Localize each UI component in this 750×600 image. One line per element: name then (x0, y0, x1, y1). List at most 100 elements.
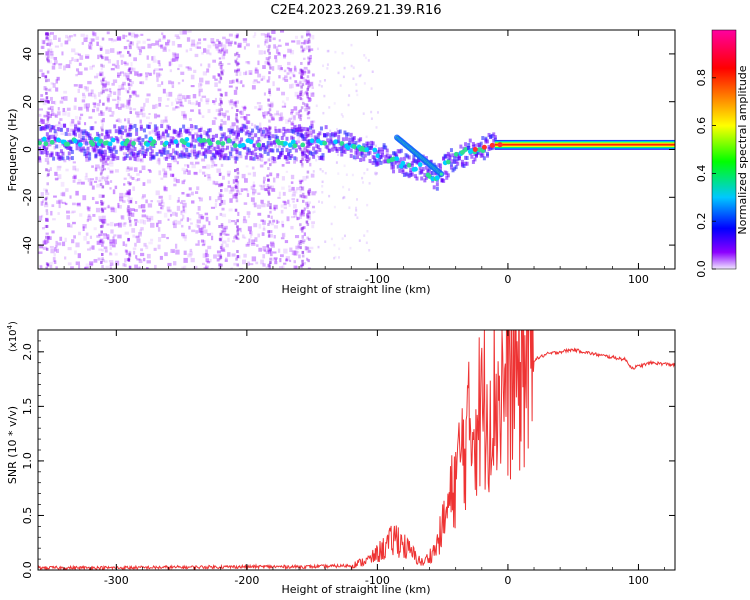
noise-speck (289, 259, 292, 263)
noise-speck (294, 91, 299, 97)
noise-speck (136, 43, 139, 49)
noise-speck (260, 136, 264, 141)
noise-speck (85, 172, 88, 177)
noise-speck (145, 98, 149, 103)
noise-speck (257, 73, 262, 78)
noise-speck (265, 57, 270, 61)
noise-streak (100, 155, 104, 159)
noise-speck (199, 77, 204, 83)
noise-speck (212, 100, 215, 104)
noise-speck (157, 227, 161, 232)
signal-band-cell (193, 152, 197, 157)
noise-speck (113, 157, 117, 161)
noise-speck (203, 229, 208, 234)
noise-speck (103, 168, 107, 171)
noise-speck (196, 41, 202, 45)
signal-band-cell (196, 151, 200, 156)
noise-speck (88, 41, 93, 45)
noise-speck (139, 73, 143, 76)
signal-band-cell (166, 133, 170, 138)
noise-speck (309, 82, 313, 86)
noise-streak (306, 80, 309, 84)
noise-streak (306, 205, 309, 209)
noise-speck (163, 46, 167, 51)
noise-streak (128, 252, 131, 256)
signal-band-cell (135, 127, 139, 132)
noise-streak (220, 132, 223, 136)
noise-speck (199, 133, 203, 136)
noise-speck (293, 160, 297, 164)
noise-streak (236, 63, 239, 67)
noise-speck (240, 188, 244, 193)
noise-speck (130, 67, 134, 71)
noise-speck (71, 210, 76, 213)
signal-band-cell (387, 156, 391, 161)
signal-band-cell (249, 156, 253, 161)
noise-speck (213, 254, 217, 259)
signal-strong-band (494, 140, 675, 142)
noise-speck (102, 117, 105, 123)
noise-speck (183, 113, 187, 116)
noise-speck (156, 222, 159, 228)
noise-speck (230, 267, 233, 269)
signal-band-cell (224, 153, 228, 158)
noise-speck (105, 265, 109, 269)
noise-speck (321, 170, 324, 173)
noise-speck (292, 191, 296, 196)
noise-speck (300, 70, 305, 75)
signal-band-cell (318, 131, 322, 136)
noise-speck (66, 215, 71, 220)
noise-speck (55, 266, 58, 269)
signal-band-cell (319, 126, 323, 131)
noise-speck (53, 145, 56, 150)
noise-streak (302, 240, 305, 244)
noise-speck (74, 168, 80, 172)
signal-band-cell (218, 149, 222, 154)
noise-speck (249, 230, 252, 235)
noise-streak (300, 75, 303, 79)
noise-speck (301, 229, 304, 233)
noise-speck (259, 143, 264, 147)
noise-speck (46, 100, 50, 104)
noise-streak (218, 40, 221, 44)
noise-streak (128, 219, 132, 223)
noise-speck (276, 113, 281, 117)
noise-speck (201, 95, 207, 98)
signal-band-cell (171, 139, 175, 144)
noise-speck (284, 75, 288, 79)
noise-speck (176, 205, 181, 211)
signal-band-cell (193, 149, 197, 154)
y-tick-label: 40 (21, 47, 34, 61)
noise-speck (45, 36, 49, 40)
noise-speck (269, 241, 275, 245)
signal-band-cell (357, 138, 361, 143)
signal-band-cell (445, 154, 449, 159)
noise-speck (40, 94, 44, 97)
signal-band-cell (230, 147, 234, 152)
noise-speck (177, 82, 181, 85)
noise-speck (66, 222, 71, 228)
signal-band-cell (169, 139, 173, 144)
noise-speck (221, 54, 226, 60)
signal-strong-band (494, 146, 675, 149)
noise-streak (219, 123, 223, 127)
noise-speck (295, 208, 298, 213)
noise-speck (172, 107, 176, 111)
noise-speck (197, 205, 201, 211)
noise-speck (354, 213, 357, 217)
noise-speck (161, 204, 165, 208)
signal-band-cell (313, 150, 317, 155)
signal-band-cell (64, 144, 68, 149)
noise-speck (237, 54, 241, 58)
noise-streak (45, 224, 49, 228)
noise-streak (307, 60, 310, 64)
signal-band-cell (178, 152, 182, 157)
noise-speck (41, 119, 45, 124)
noise-speck (343, 164, 346, 168)
noise-streak (307, 62, 311, 66)
noise-streak (220, 243, 224, 247)
signal-band-cell (168, 142, 172, 147)
noise-streak (102, 161, 105, 165)
signal-band-cell (185, 148, 189, 153)
noise-speck (273, 257, 278, 260)
